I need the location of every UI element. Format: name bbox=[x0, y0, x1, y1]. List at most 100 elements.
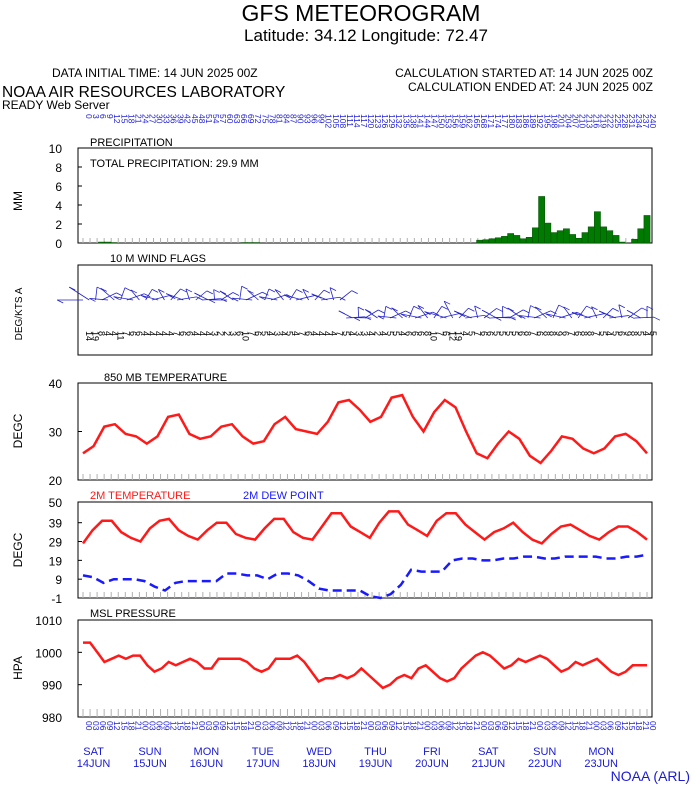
wind-barb-flag bbox=[232, 292, 240, 296]
wind-barb-flag bbox=[351, 290, 358, 295]
wind-speed-label: 9 bbox=[623, 331, 633, 336]
bottom-hour-label: 03 bbox=[91, 721, 101, 731]
precip-bar bbox=[600, 226, 607, 244]
wind-barb-flag bbox=[140, 295, 148, 299]
top-hour-label: 237 bbox=[641, 114, 651, 128]
top-hour-label: 165 bbox=[472, 114, 482, 128]
precip-bar bbox=[501, 236, 508, 244]
footer-credit: NOAA (ARL) bbox=[611, 768, 690, 784]
bottom-hour-label: 12 bbox=[620, 721, 630, 731]
bottom-hour-label: 12 bbox=[563, 721, 573, 731]
bottom-hour-label: 06 bbox=[324, 721, 334, 731]
wind-barb-flag bbox=[530, 305, 537, 309]
wind-barb bbox=[545, 313, 566, 319]
wind-barb-flag bbox=[69, 286, 76, 291]
day-name: TUE bbox=[252, 746, 274, 758]
wind-barb bbox=[321, 296, 340, 301]
top-hour-label: 150 bbox=[437, 114, 447, 128]
precip-bar bbox=[618, 241, 626, 244]
wind-barb bbox=[383, 306, 387, 319]
wind-barb bbox=[495, 316, 516, 319]
wind-barb-flag bbox=[432, 311, 439, 316]
wind-speed-label: 4 bbox=[642, 331, 652, 336]
wind-barb-flag bbox=[213, 289, 220, 293]
wind-barb bbox=[591, 306, 598, 319]
day-date: 14JUN bbox=[77, 758, 111, 770]
precip-bar bbox=[587, 226, 595, 244]
wind-speed-label: 4 bbox=[379, 331, 389, 336]
wind-barb-flag bbox=[646, 305, 654, 310]
precip-bar bbox=[556, 230, 564, 244]
wind-barb-flag bbox=[206, 290, 214, 295]
top-hour-label: 90 bbox=[296, 114, 306, 124]
bottom-hour-label: 15 bbox=[514, 721, 524, 731]
wind-speed-label: 6 bbox=[441, 331, 451, 336]
top-hour-label: 15 bbox=[119, 114, 129, 124]
bottom-hour-label: 15 bbox=[288, 721, 298, 731]
wind-speed-label: 5 bbox=[510, 331, 520, 336]
mslp-ylabel: HPA bbox=[11, 656, 25, 680]
bottom-hour-label: 06 bbox=[549, 721, 559, 731]
wind-speed-label: 4 bbox=[328, 331, 338, 336]
top-hour-label: 171 bbox=[486, 114, 496, 128]
bottom-hour-label: 00 bbox=[535, 721, 545, 731]
wind-barb-flag bbox=[353, 317, 361, 321]
wind-barb-flag bbox=[576, 311, 584, 316]
wind-barb-flag bbox=[232, 297, 239, 302]
wind-barb bbox=[274, 289, 284, 301]
t850-line bbox=[82, 393, 648, 465]
bottom-hour-label: 12 bbox=[112, 721, 122, 731]
wind-speed-label: 7 bbox=[529, 331, 539, 336]
top-hour-label: 24 bbox=[140, 114, 150, 124]
wind-barb-flag bbox=[626, 309, 634, 314]
wind-barb bbox=[563, 306, 573, 319]
top-hour-label: 93 bbox=[303, 114, 313, 124]
top-hour-label: 219 bbox=[599, 114, 609, 128]
wind-speed-label: 8 bbox=[422, 331, 432, 336]
wind-speed-label: 6 bbox=[573, 331, 583, 336]
bottom-hour-label: 06 bbox=[437, 721, 447, 731]
bottom-hour-label: 18 bbox=[465, 721, 475, 731]
wind-barb bbox=[202, 298, 221, 301]
top-hour-label: 123 bbox=[373, 114, 383, 128]
top-hour-label: 186 bbox=[521, 114, 531, 128]
bottom-hour-label: 15 bbox=[176, 721, 186, 731]
wind-barb bbox=[329, 287, 335, 301]
wind-speed-label: 4 bbox=[460, 331, 470, 336]
bottom-hour-label: 12 bbox=[338, 721, 348, 731]
wind-speed-label: 3 bbox=[360, 331, 370, 336]
precip-bar bbox=[544, 222, 552, 244]
top-hour-label: 192 bbox=[535, 114, 545, 128]
top-hour-label: 0 bbox=[84, 114, 94, 119]
top-hour-label: 216 bbox=[592, 114, 602, 128]
day-name: THU bbox=[364, 746, 387, 758]
wind-speed-label: 4 bbox=[322, 331, 332, 336]
top-hour-label: 105 bbox=[331, 114, 341, 128]
top-hour-label: 213 bbox=[585, 114, 595, 128]
wind-barb bbox=[185, 288, 190, 301]
t2m-yticks: -1 9 19 29 39 50 bbox=[49, 496, 648, 606]
top-hour-label: 60 bbox=[225, 114, 235, 124]
y-tick-label: 4 bbox=[55, 199, 62, 213]
wind-barb bbox=[259, 296, 278, 301]
wind-barb-flag bbox=[535, 306, 542, 311]
precip-bar bbox=[637, 228, 645, 244]
bottom-hour-label: 12 bbox=[394, 721, 404, 731]
wind-speed-label: 4 bbox=[140, 331, 150, 336]
wind-speed-label: 8 bbox=[629, 331, 639, 336]
wind-speed-label: 6 bbox=[178, 331, 188, 336]
bottom-hour-label: 06 bbox=[606, 721, 616, 731]
wind-speed-label: 7 bbox=[335, 331, 345, 336]
wind-speed-label: 6 bbox=[303, 331, 313, 336]
bottom-hour-label: 00 bbox=[479, 721, 489, 731]
top-hour-label: 6 bbox=[98, 114, 108, 119]
day-date: 15JUN bbox=[133, 758, 167, 770]
bottom-hour-label: 15 bbox=[627, 721, 637, 731]
wind-barb bbox=[424, 311, 447, 319]
y-tick-label: 1010 bbox=[35, 614, 62, 628]
wind-barb-flag bbox=[338, 310, 345, 315]
wind-frame bbox=[77, 264, 653, 356]
top-hour-label: 36 bbox=[169, 114, 179, 124]
wind-speed-label: 3 bbox=[272, 331, 282, 336]
bottom-hour-label: 12 bbox=[225, 721, 235, 731]
